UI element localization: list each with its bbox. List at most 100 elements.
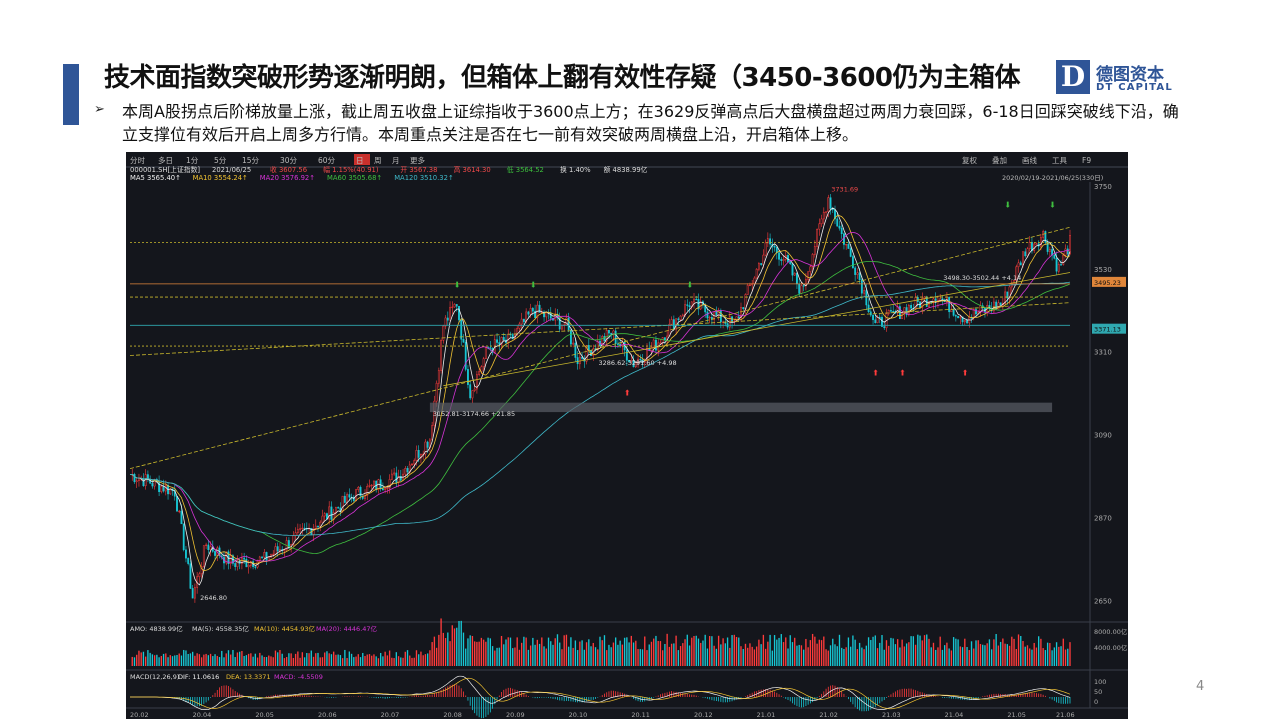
volume-bar (827, 650, 829, 666)
candle-body (543, 311, 545, 318)
volume-bar (769, 634, 771, 666)
volume-bar (700, 642, 702, 666)
volume-bar (205, 653, 207, 666)
candle-body (489, 347, 492, 349)
volume-bar (926, 634, 928, 666)
chart-annotation-1: 2646.80 (200, 594, 227, 602)
active-period-tab-bg (354, 154, 370, 165)
volume-bar (990, 649, 993, 666)
candle-body (650, 346, 653, 351)
candle-body (462, 339, 465, 343)
volume-bar (861, 647, 863, 666)
x-date-0: 20.02 (130, 711, 149, 719)
volume-bar (856, 649, 859, 666)
candle-body (272, 553, 275, 556)
volume-bar (691, 637, 693, 666)
candle-body (471, 390, 474, 399)
candle-body (789, 261, 792, 265)
candle-body (865, 290, 868, 306)
volume-bar (928, 638, 930, 666)
volume-bar (241, 650, 243, 666)
volume-bar (825, 649, 827, 666)
volume-bar (393, 658, 395, 666)
volume-bar (1011, 636, 1013, 666)
volume-bar (623, 637, 626, 666)
volume-bar (650, 641, 653, 666)
volume-bar (180, 655, 183, 666)
volume-bar (787, 648, 789, 666)
stock-chart-svg: 分时 多日 1分 5分 15分 30分 60分 日 周 月 更多 复权 叠加 画线 工具 F9 ⬇ ⬇ ⬇ ⬇ ⬇ ⬆ ⬆… (126, 154, 1128, 719)
volume-bar (959, 646, 962, 666)
candle-body (245, 559, 248, 568)
candle-body (469, 384, 472, 399)
candle-body (296, 529, 299, 533)
volume-bars (131, 618, 1071, 666)
chart-annotation-4: 3498.30-3502.44 +4.14 (943, 274, 1021, 282)
ma-legend-3: MA60 3505.68↑ (327, 174, 382, 182)
candle-body (681, 314, 684, 317)
volume-bar (899, 647, 901, 666)
candle-body (782, 259, 785, 261)
volume-bar (431, 642, 433, 666)
candle-body (605, 329, 608, 342)
volume-bar (236, 652, 239, 666)
candle-body (185, 549, 187, 559)
x-date-12: 21.03 (882, 711, 901, 719)
volume-bar (207, 655, 210, 666)
candle-body (746, 284, 749, 295)
x-date-14: 21.05 (1007, 711, 1026, 719)
volume-bar (500, 635, 503, 666)
candle-body (458, 305, 460, 321)
volume-bar (912, 636, 915, 666)
volume-bar (791, 642, 794, 666)
volume-bar (160, 655, 163, 666)
candle-body (966, 320, 968, 324)
volume-bar (820, 640, 823, 666)
candle-body (1048, 249, 1051, 252)
volume-bar (838, 634, 841, 666)
candle-body (467, 369, 469, 385)
candle-body (910, 305, 913, 309)
volume-bar (489, 638, 492, 666)
candle-body (202, 545, 205, 567)
macd-tick-2: 0 (1094, 698, 1098, 706)
volume-bar (979, 644, 982, 666)
volume-bar (852, 635, 854, 666)
volume-bar (281, 653, 283, 666)
volume-bar (194, 655, 196, 666)
bottom-marker-2: ⬆ (899, 369, 906, 378)
volume-bar (209, 653, 212, 666)
info-field-2: 收 3607.56 (270, 165, 307, 174)
volume-bar (637, 649, 639, 666)
volume-bar (693, 635, 695, 666)
price-tick-3: 3090 (1094, 432, 1112, 440)
candle-body (261, 556, 263, 559)
candle-body (484, 347, 487, 359)
amo-field-2: MA(10): 4454.93亿 (254, 624, 316, 633)
volume-bar (321, 657, 324, 666)
volume-bar (865, 645, 868, 666)
volume-bar (449, 641, 451, 666)
volume-bar (339, 655, 342, 666)
volume-bar (961, 647, 964, 666)
price-tick-5: 2650 (1094, 598, 1112, 606)
volume-bar (829, 645, 832, 666)
candle-body (697, 299, 700, 310)
volume-bar (487, 637, 489, 666)
volume-bar (332, 651, 335, 666)
volume-bar (585, 642, 588, 666)
volume-bar (901, 639, 903, 666)
volume-bar (717, 635, 720, 666)
volume-bar (382, 656, 384, 666)
volume-bar (686, 634, 688, 666)
candle-body (460, 319, 463, 340)
volume-bar (771, 650, 774, 666)
volume-bar (545, 648, 547, 666)
volume-bar (274, 650, 277, 666)
volume-bar (400, 657, 402, 666)
candle-body (796, 272, 798, 285)
candle-body (572, 342, 575, 345)
candle-body (444, 317, 447, 327)
candle-body (520, 318, 523, 325)
candle-body (518, 323, 521, 329)
